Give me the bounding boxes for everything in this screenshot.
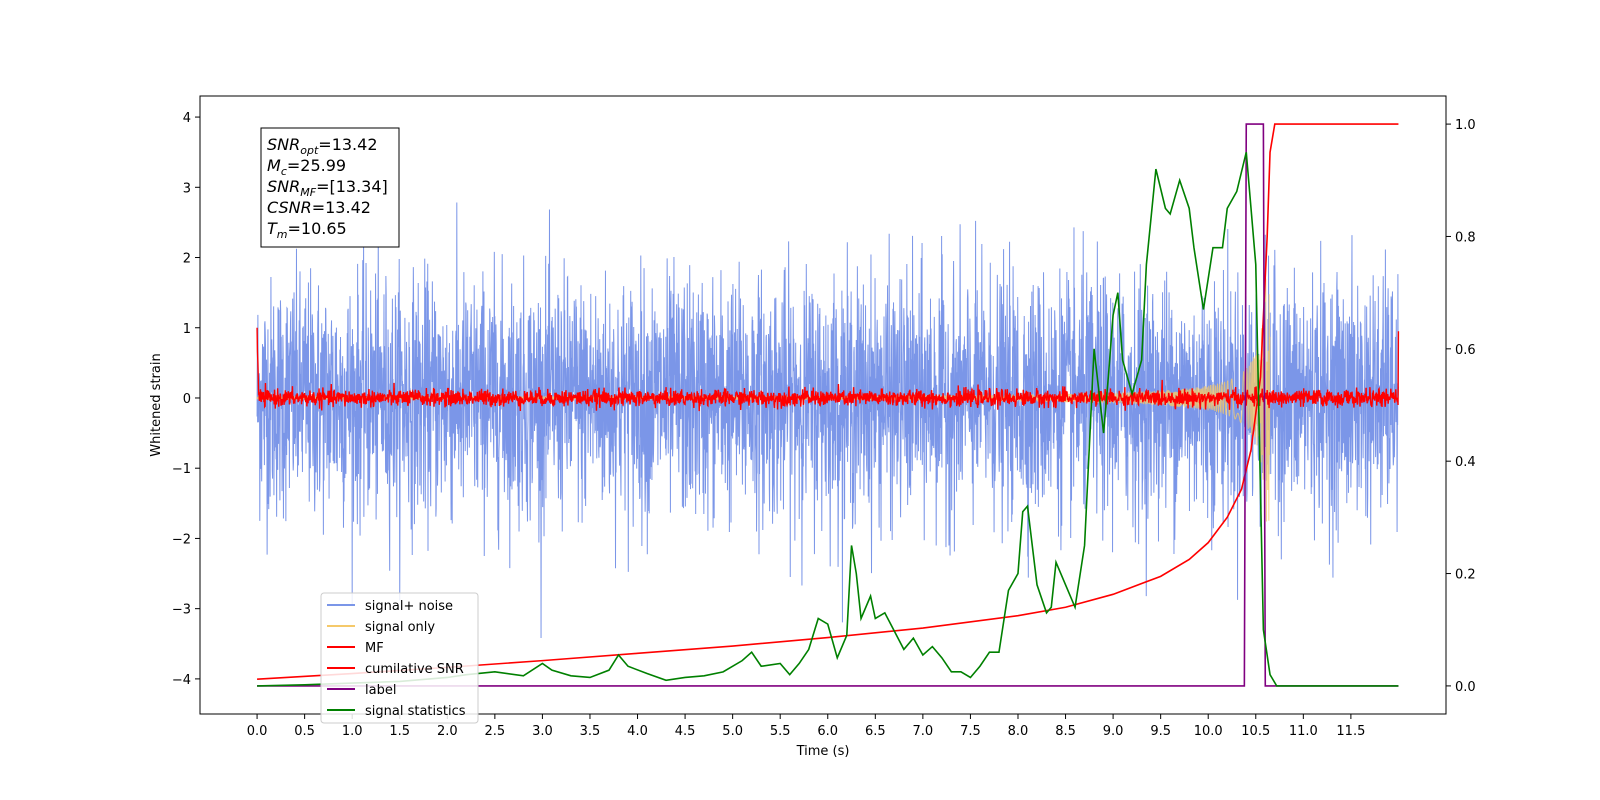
legend-frame (320, 592, 479, 724)
x-tick-label: 11.5 (1336, 724, 1365, 739)
legend-entry: signal only (365, 620, 435, 635)
x-tick-label: 2.0 (437, 724, 458, 739)
annotation-frame (260, 127, 400, 248)
x-tick-label: 6.0 (817, 724, 838, 739)
legend-entry: MF (365, 641, 384, 656)
x-tick-label: 8.5 (1055, 724, 1076, 739)
x-tick-label: 2.5 (485, 724, 506, 739)
x-tick-label: 5.0 (722, 724, 743, 739)
y-tick-label: 4 (183, 111, 191, 126)
y-axis-label: Whitened strain (149, 353, 164, 456)
series-signal-statistics (257, 151, 1399, 687)
annotation-box: SNRopt=13.42Mc=25.99SNRMF=[13.34]CSNR=13… (260, 127, 400, 248)
legend-entry: signal+ noise (365, 599, 453, 614)
series-mf (256, 327, 1400, 412)
annotation-line: Mc=25.99 (267, 156, 346, 178)
series-layer (256, 123, 1400, 687)
y-tick-label: 0 (183, 392, 191, 407)
x-tick-label: 3.5 (580, 724, 601, 739)
x-tick-label: 4.0 (627, 724, 648, 739)
y2-tick-label: 0.8 (1455, 230, 1476, 245)
y-tick-label: 1 (183, 322, 191, 337)
x-tick-label: 11.0 (1289, 724, 1318, 739)
series-signal-noise (256, 202, 1399, 639)
annotation-line: CSNR=13.42 (267, 198, 371, 217)
y2-tick-label: 0.2 (1455, 568, 1476, 583)
y-tick-label: −4 (172, 673, 191, 688)
legend-entry: cumilative SNR (365, 662, 464, 677)
annotation-line: Tm=10.65 (267, 219, 347, 241)
x-tick-label: 0.5 (294, 724, 315, 739)
x-tick-label: 10.5 (1241, 724, 1270, 739)
x-tick-label: 1.0 (342, 724, 363, 739)
y2-tick-label: 0.4 (1455, 455, 1476, 470)
x-tick-label: 9.0 (1103, 724, 1124, 739)
x-tick-label: 3.0 (532, 724, 553, 739)
x-tick-label: 8.0 (1008, 724, 1029, 739)
x-tick-label: 5.5 (770, 724, 791, 739)
x-tick-label: 1.5 (389, 724, 410, 739)
y-tick-label: 2 (183, 252, 191, 267)
y2-tick-label: 0.6 (1455, 343, 1476, 358)
x-tick-label: 7.5 (960, 724, 981, 739)
y2-tick-label: 1.0 (1455, 118, 1476, 133)
y-tick-label: 3 (183, 181, 191, 196)
x-tick-label: 9.5 (1150, 724, 1171, 739)
x-tick-label: 0.0 (247, 724, 268, 739)
y-axis: −4 −3 −2 −1 0 1 2 3 4 (172, 111, 200, 688)
y2-tick-label: 0.0 (1455, 680, 1476, 695)
legend-entry: signal statistics (365, 704, 466, 719)
legend: signal+ noise signal only MF cumilative SNR… (320, 592, 479, 724)
x-axis: 0.0 0.5 1.0 1.5 2.0 2.5 3.0 3.5 4.0 4.5 5.0 5.5 6.0 6… (247, 714, 1365, 739)
annotation-line: SNRMF=[13.34] (267, 177, 388, 199)
x-axis-label: Time (s) (796, 744, 850, 759)
x-tick-label: 10.0 (1194, 724, 1223, 739)
annotation-line: SNRopt=13.42 (267, 135, 378, 157)
legend-entry: label (365, 683, 396, 698)
y-tick-label: −2 (172, 532, 191, 547)
y-tick-label: −3 (172, 603, 191, 618)
x-tick-label: 7.0 (913, 724, 934, 739)
plot-frame (199, 95, 1447, 715)
y-tick-label: −1 (172, 462, 191, 477)
y2-axis: 0.0 0.2 0.4 0.6 0.8 1.0 (1446, 118, 1476, 695)
x-tick-label: 6.5 (865, 724, 886, 739)
x-tick-label: 4.5 (675, 724, 696, 739)
